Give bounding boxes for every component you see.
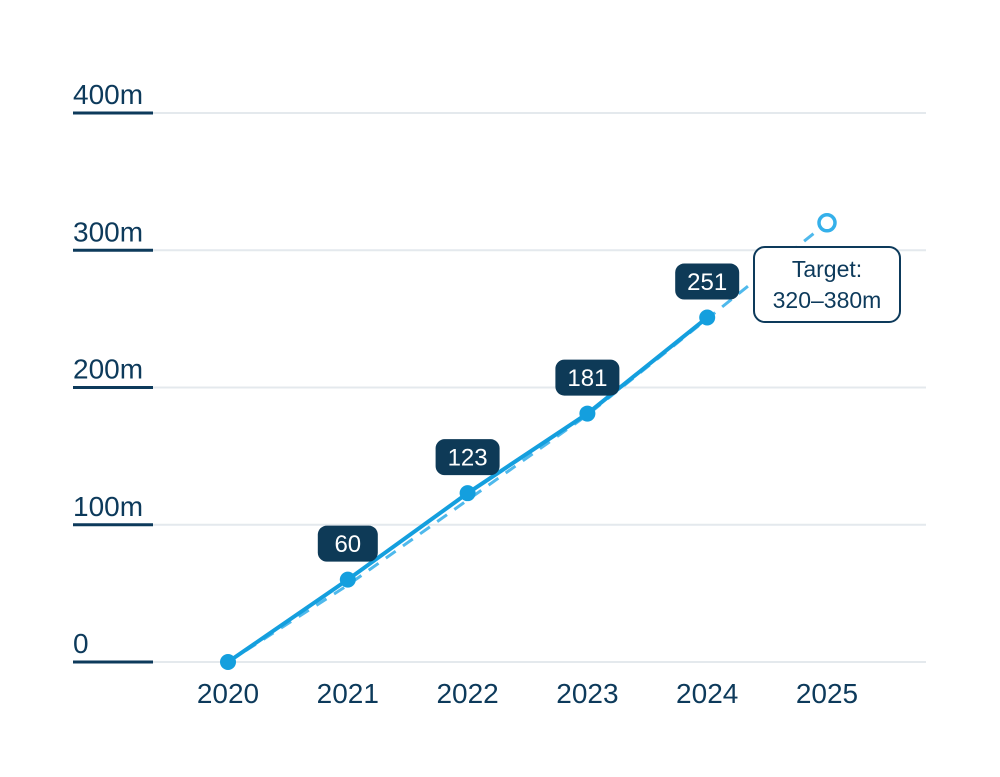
data-label-text: 181 xyxy=(567,365,607,392)
x-tick-label: 2022 xyxy=(436,678,498,709)
data-point xyxy=(220,654,236,670)
y-tick-label: 400m xyxy=(73,79,143,110)
data-label-text: 123 xyxy=(448,445,488,472)
x-tick-label: 2024 xyxy=(676,678,738,709)
data-point xyxy=(459,485,476,502)
target-callout-range: 320–380m xyxy=(772,286,882,313)
target-callout-title: Target: xyxy=(791,256,863,283)
data-label-box xyxy=(555,359,620,396)
data-label-box xyxy=(435,439,500,476)
data-point xyxy=(339,571,356,588)
y-tick-label: 100m xyxy=(73,491,143,522)
data-point xyxy=(579,405,596,422)
x-tick-label: 2023 xyxy=(556,678,618,709)
y-tick-label: 0 xyxy=(73,628,89,659)
y-tick-label: 300m xyxy=(73,216,143,247)
data-label-box xyxy=(675,263,740,300)
data-label-text: 251 xyxy=(687,269,727,296)
target-point-marker xyxy=(817,213,837,233)
x-tick-label: 2021 xyxy=(317,678,379,709)
data-label-box xyxy=(317,525,378,562)
x-tick-label: 2025 xyxy=(796,678,858,709)
target-trajectory-line xyxy=(227,221,828,664)
data-point xyxy=(699,309,716,326)
data-label-text: 60 xyxy=(334,531,361,558)
target-callout: Target: 320–380m xyxy=(753,246,901,323)
x-tick-label: 2020 xyxy=(197,678,259,709)
y-tick-label: 200m xyxy=(73,354,143,385)
